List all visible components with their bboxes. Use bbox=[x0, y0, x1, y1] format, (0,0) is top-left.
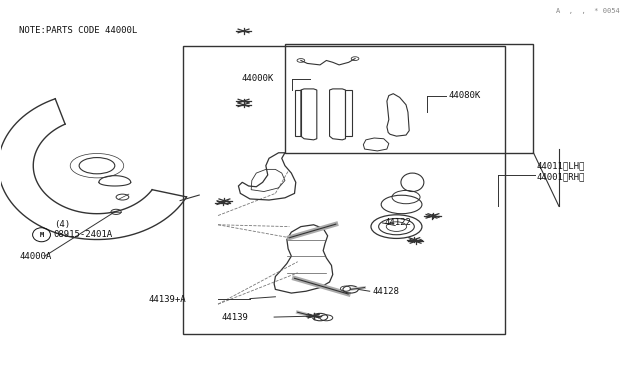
Text: 44139+A: 44139+A bbox=[148, 295, 186, 304]
Text: 44080K: 44080K bbox=[449, 91, 481, 100]
Text: 44122: 44122 bbox=[385, 218, 412, 227]
Text: (4): (4) bbox=[54, 220, 70, 229]
Text: NOTE:PARTS CODE 44000L: NOTE:PARTS CODE 44000L bbox=[19, 26, 138, 35]
Text: 08915-2401A: 08915-2401A bbox=[54, 230, 113, 239]
Bar bbox=[183, 46, 505, 334]
Text: 44128: 44128 bbox=[372, 287, 399, 296]
Text: 44001〈RH〉: 44001〈RH〉 bbox=[537, 172, 585, 181]
Text: 44011〈LH〉: 44011〈LH〉 bbox=[537, 161, 585, 170]
Text: 44000A: 44000A bbox=[19, 252, 51, 262]
Bar bbox=[285, 44, 534, 153]
Text: M: M bbox=[40, 232, 44, 238]
Text: 44000K: 44000K bbox=[242, 74, 274, 83]
Text: A  ,  ,  * 0054: A , , * 0054 bbox=[556, 7, 620, 14]
Text: 44139: 44139 bbox=[221, 312, 248, 321]
